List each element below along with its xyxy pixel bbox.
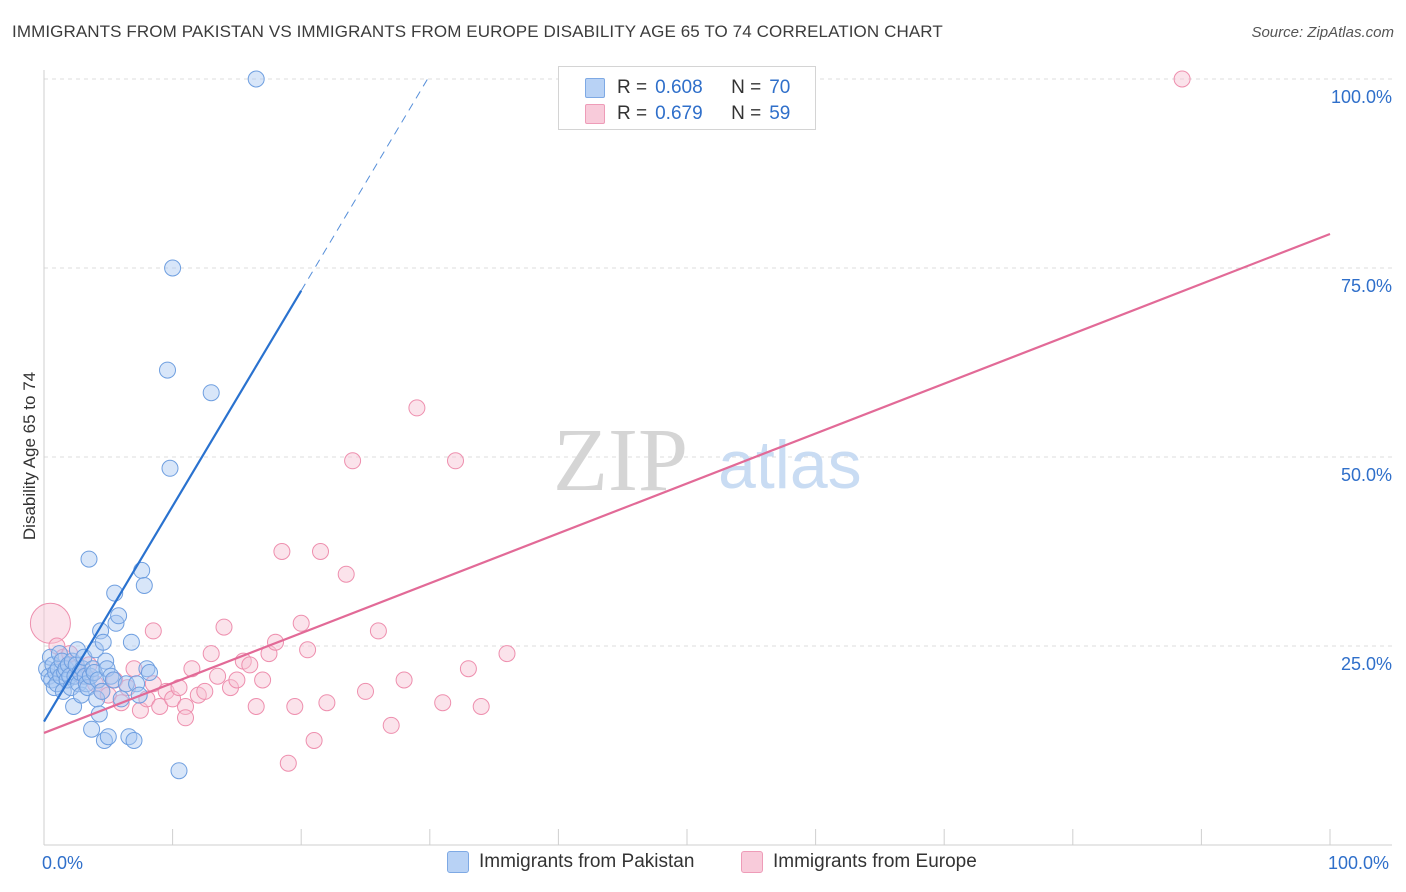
data-point (202, 645, 220, 663)
data-point (369, 622, 387, 640)
data-point (80, 550, 98, 568)
data-point (94, 633, 112, 651)
data-point (247, 698, 265, 715)
grid-layer (44, 78, 1392, 647)
data-point (151, 698, 169, 715)
data-point (144, 622, 162, 640)
y-axis-label: Disability Age 65 to 74 (20, 371, 39, 541)
legend-n-value: 59 (769, 103, 791, 124)
data-point (144, 675, 162, 693)
data-point (459, 660, 477, 678)
data-point (344, 452, 362, 470)
data-point (128, 675, 146, 693)
data-point (279, 754, 297, 772)
data-point (312, 543, 329, 560)
x-tick-label-min: 0.0% (42, 853, 84, 873)
data-point (447, 452, 464, 470)
data-point (408, 399, 426, 417)
data-point (125, 732, 143, 749)
data-point (141, 664, 158, 681)
data-point (133, 561, 151, 579)
data-point (434, 694, 452, 712)
data-point (161, 459, 179, 477)
data-point (170, 762, 188, 780)
data-point (337, 565, 355, 583)
trend-lines (43, 74, 1331, 734)
legend-n-label: N = (731, 77, 762, 98)
legend-label-pakistan: Immigrants from Pakistan (479, 851, 695, 872)
data-point (395, 671, 413, 689)
series-pakistan-points (38, 70, 265, 780)
data-point (299, 641, 317, 659)
legend-row-europe: R = 0.679 N = 59 (585, 102, 790, 126)
data-point (93, 682, 111, 700)
data-point (122, 633, 140, 651)
source-credit: Source: ZipAtlas.com (1251, 24, 1394, 41)
series-legend: Immigrants from Pakistan Immigrants from… (0, 851, 1406, 877)
data-point (135, 577, 153, 594)
axes-layer (43, 70, 1392, 846)
data-point (209, 667, 227, 685)
data-point (1173, 70, 1191, 88)
data-point (196, 682, 214, 700)
watermark: ZIP atlas (553, 411, 862, 510)
x-tick-label-max: 100.0% (1328, 853, 1390, 873)
legend-r-value: 0.679 (655, 103, 703, 124)
data-point (215, 618, 233, 636)
data-point (357, 682, 374, 700)
legend-item-europe[interactable]: Immigrants from Europe (741, 851, 977, 873)
data-point (382, 716, 400, 734)
data-point (159, 361, 176, 379)
data-point (254, 671, 272, 689)
data-point (110, 607, 128, 625)
y-tick-label: 25.0% (1340, 654, 1392, 674)
legend-swatch-pink (741, 851, 763, 873)
legend-swatch-pink (585, 104, 605, 124)
watermark-atlas: atlas (718, 427, 862, 503)
legend-n-value: 70 (769, 77, 791, 98)
data-point (241, 656, 259, 674)
data-point (164, 259, 182, 277)
data-point (472, 698, 490, 715)
data-point (228, 671, 246, 689)
legend-r-label: R = (617, 103, 648, 124)
data-point (498, 645, 516, 663)
legend-n-label: N = (731, 103, 762, 124)
data-point (117, 675, 135, 693)
chart-title: IMMIGRANTS FROM PAKISTAN VS IMMIGRANTS F… (12, 22, 943, 41)
legend-swatch-blue (585, 78, 605, 98)
trend-line-europe (43, 232, 1331, 734)
y-tick-label: 100.0% (1330, 87, 1392, 107)
data-point (202, 384, 220, 402)
y-tick-label: 75.0% (1340, 276, 1392, 296)
legend-swatch-blue (447, 851, 469, 873)
data-point (305, 732, 323, 749)
correlation-legend: R = 0.608 N = 70 R = 0.679 N = 59 (558, 66, 816, 130)
data-point (247, 70, 265, 88)
legend-label-europe: Immigrants from Europe (773, 851, 977, 872)
y-tick-label: 50.0% (1340, 465, 1392, 485)
data-point (104, 671, 122, 689)
data-point (273, 543, 291, 560)
legend-r-value: 0.608 (655, 77, 703, 98)
data-point (83, 720, 101, 738)
data-point (99, 728, 117, 746)
data-point (286, 698, 304, 715)
data-point (318, 694, 336, 712)
data-point (29, 602, 71, 644)
watermark-zip: ZIP (553, 411, 688, 510)
legend-r-label: R = (617, 77, 648, 98)
legend-item-pakistan[interactable]: Immigrants from Pakistan (447, 851, 694, 873)
trend-line-pakistan (43, 290, 303, 723)
trend-line-pakistan-extension (300, 74, 431, 291)
data-point (292, 614, 310, 632)
legend-row-pakistan: R = 0.608 N = 70 (585, 76, 790, 100)
data-point (89, 671, 107, 689)
data-point (177, 709, 194, 727)
